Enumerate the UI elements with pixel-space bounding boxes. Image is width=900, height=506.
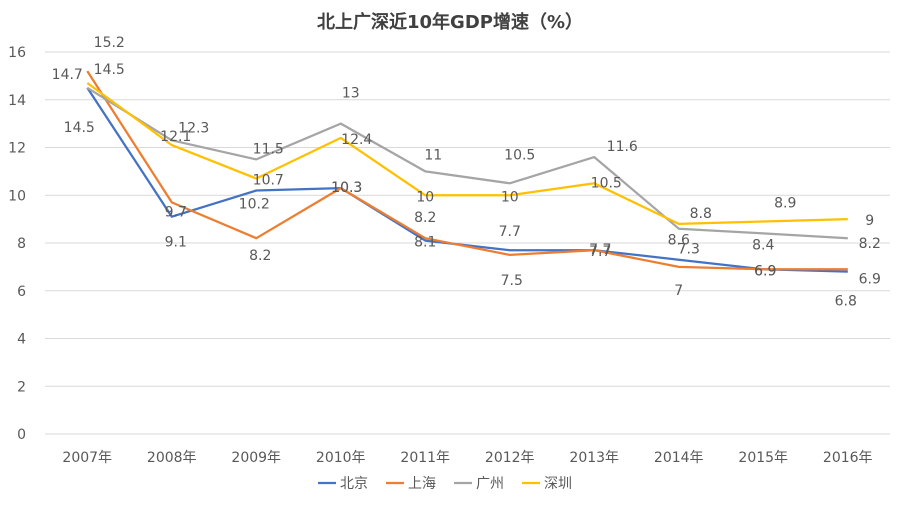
data-label: 6.8 bbox=[835, 294, 857, 310]
data-label: 8.2 bbox=[414, 210, 436, 226]
data-label: 12.4 bbox=[341, 132, 372, 148]
data-label: 10.5 bbox=[504, 147, 535, 163]
series-line-0 bbox=[86, 87, 848, 273]
data-label: 8.4 bbox=[752, 237, 774, 253]
legend-label: 深圳 bbox=[544, 476, 572, 492]
x-tick-label: 2011年 bbox=[400, 450, 450, 466]
x-tick-label: 2012年 bbox=[485, 450, 535, 466]
x-tick-label: 2015年 bbox=[738, 450, 788, 466]
x-tick-label: 2013年 bbox=[569, 450, 619, 466]
data-label: 13 bbox=[342, 86, 360, 102]
y-tick-label: 10 bbox=[8, 188, 26, 204]
data-label: 7.7 bbox=[499, 224, 521, 240]
x-tick-label: 2010年 bbox=[316, 450, 366, 466]
y-tick-label: 0 bbox=[17, 427, 26, 443]
data-label: 10.7 bbox=[253, 173, 284, 189]
data-label: 10 bbox=[501, 189, 519, 205]
data-label: 8.2 bbox=[249, 248, 271, 264]
data-label: 9 bbox=[865, 213, 874, 229]
data-label: 6.9 bbox=[754, 263, 776, 279]
data-label: 8.9 bbox=[774, 196, 796, 212]
legend: 北京 上海 广州 深圳 bbox=[318, 476, 572, 492]
data-label: 11 bbox=[424, 147, 442, 163]
series-line-3 bbox=[86, 82, 848, 226]
y-tick-label: 4 bbox=[17, 332, 26, 348]
data-labels: 14.59.110.210.38.17.77.7 7.36.96.815.29.7… bbox=[52, 35, 881, 310]
x-tick-label: 2007年 bbox=[62, 450, 112, 466]
x-tick-label: 2016年 bbox=[823, 450, 873, 466]
series-line-2 bbox=[86, 86, 848, 240]
data-label: 8.1 bbox=[414, 235, 436, 251]
x-tick-label: 2014年 bbox=[654, 450, 704, 466]
data-label: 8.2 bbox=[859, 236, 881, 252]
chart-title: 北上广深近10年GDP增速（%） bbox=[317, 11, 583, 33]
data-label: 8.6 bbox=[668, 233, 690, 249]
legend-label: 上海 bbox=[408, 476, 436, 492]
legend-label: 广州 bbox=[476, 476, 504, 492]
data-label: 7.3 bbox=[678, 242, 700, 258]
data-label: 12.1 bbox=[160, 129, 191, 145]
data-label: 10.3 bbox=[331, 180, 362, 196]
data-label: 11.5 bbox=[253, 141, 284, 157]
data-label: 9.7 bbox=[165, 204, 187, 220]
data-label: 6.9 bbox=[754, 263, 776, 279]
data-label: 14.5 bbox=[64, 120, 95, 136]
data-label: 10.2 bbox=[239, 196, 270, 212]
data-label: 7.5 bbox=[501, 273, 523, 289]
x-tick-label: 2009年 bbox=[231, 450, 281, 466]
data-label: 10.3 bbox=[331, 180, 362, 196]
legend-label: 北京 bbox=[340, 476, 368, 492]
y-tick-label: 14 bbox=[8, 93, 26, 109]
y-axis-ticks: 0 2 4 6 8 10 12 14 16 bbox=[8, 45, 26, 443]
data-label: 7.7 bbox=[589, 242, 611, 258]
data-label: 6.9 bbox=[859, 271, 881, 287]
x-axis-ticks: 2007年 2008年 2009年 2010年 2011年 2012年 2013年 2014年… bbox=[62, 450, 872, 466]
data-label: 14.5 bbox=[94, 62, 125, 78]
y-tick-label: 2 bbox=[17, 379, 26, 395]
series-lines bbox=[86, 70, 848, 273]
data-label: 7 bbox=[674, 283, 683, 299]
y-tick-label: 6 bbox=[17, 284, 26, 300]
data-label: 12.3 bbox=[178, 120, 209, 136]
series-line-1 bbox=[86, 70, 848, 271]
data-label: 8.8 bbox=[690, 206, 712, 222]
data-label: 14.7 bbox=[52, 67, 83, 83]
data-label: 10 bbox=[416, 189, 434, 205]
data-label: 7.7 bbox=[589, 244, 611, 260]
data-label: 10.5 bbox=[591, 175, 622, 191]
data-label: 9.1 bbox=[165, 235, 187, 251]
data-label: 11.6 bbox=[607, 139, 638, 155]
x-tick-label: 2008年 bbox=[147, 450, 197, 466]
y-tick-label: 12 bbox=[8, 141, 26, 157]
y-tick-label: 16 bbox=[8, 45, 26, 61]
data-label: 15.2 bbox=[94, 35, 125, 51]
y-tick-label: 8 bbox=[17, 236, 26, 252]
